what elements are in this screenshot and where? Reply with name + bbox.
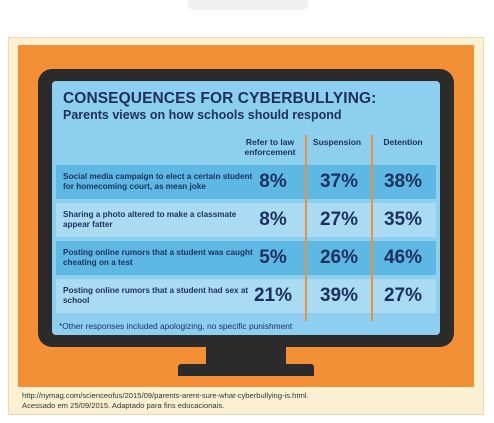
row-label: Posting online rumors that a student was… <box>63 248 253 267</box>
row-label: Posting online rumors that a student had… <box>63 286 249 305</box>
table-row: Social media campaign to elect a certain… <box>56 165 436 199</box>
value-suspension: 27% <box>319 209 359 230</box>
row-label: Social media campaign to elect a certain… <box>63 172 253 191</box>
source-access-line: Acessado em 25/09/2015. Adaptado para fi… <box>22 400 225 410</box>
footnote: *Other responses included apologizing, n… <box>59 321 293 331</box>
monitor-base <box>178 364 314 376</box>
infographic-title: CONSEQUENCES FOR CYBERBULLYING: <box>63 90 377 107</box>
infographic-subtitle: Parents views on how schools should resp… <box>63 108 342 122</box>
table-row: Posting online rumors that a student had… <box>56 279 436 313</box>
column-header-law: Refer to law enforcement <box>244 137 296 157</box>
value-law: 8% <box>259 209 287 230</box>
value-detention: 46% <box>383 247 423 268</box>
monitor-screen: CONSEQUENCES FOR CYBERBULLYING: Parents … <box>52 81 440 335</box>
column-header-suspension: Suspension <box>312 137 362 147</box>
table-row: Posting online rumors that a student was… <box>56 241 436 275</box>
value-detention: 38% <box>383 171 423 192</box>
top-ghost-shape <box>188 0 308 10</box>
monitor-neck <box>206 346 286 366</box>
column-divider <box>305 135 307 321</box>
value-law: 5% <box>259 247 287 268</box>
column-divider <box>371 135 373 321</box>
source-citation: http://nymag.com/scienceofus/2015/09/par… <box>22 391 309 410</box>
value-law: 8% <box>259 171 287 192</box>
source-url-line: http://nymag.com/scienceofus/2015/09/par… <box>22 391 309 400</box>
table-row: Sharing a photo altered to make a classm… <box>56 203 436 237</box>
value-suspension: 26% <box>319 247 359 268</box>
row-label: Sharing a photo altered to make a classm… <box>63 210 237 229</box>
value-suspension: 37% <box>319 171 359 192</box>
value-suspension: 39% <box>319 285 359 306</box>
value-detention: 27% <box>383 285 423 306</box>
value-detention: 35% <box>383 209 423 230</box>
column-header-detention: Detention <box>383 137 423 147</box>
value-law: 21% <box>253 285 293 306</box>
